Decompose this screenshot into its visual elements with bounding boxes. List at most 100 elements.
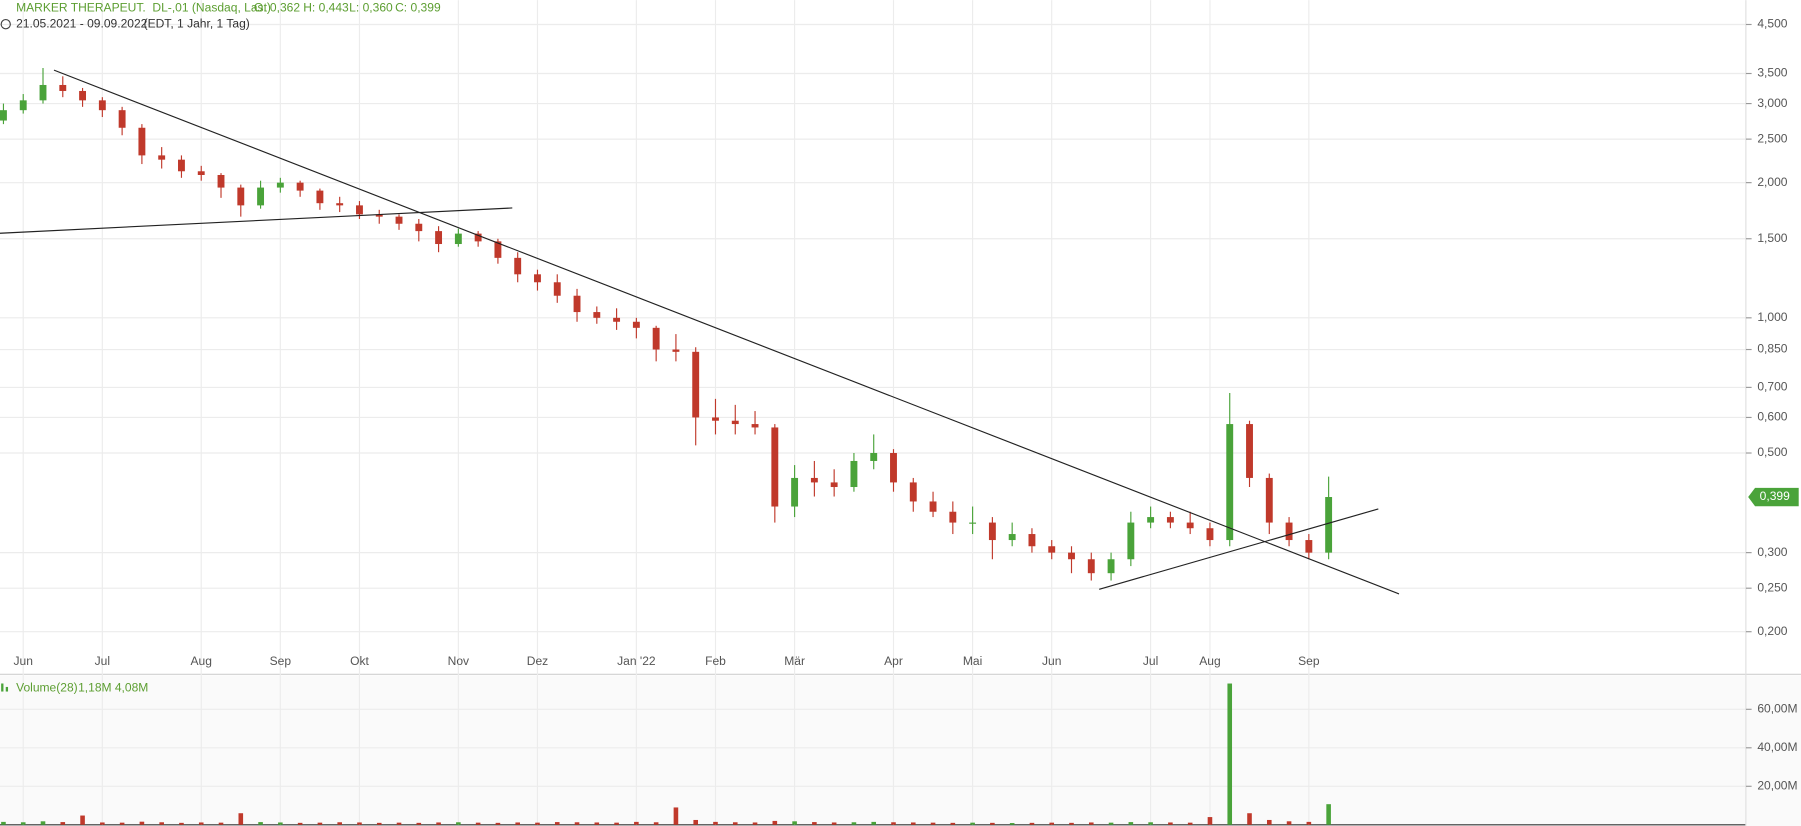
x-tick-label: Sep	[270, 654, 292, 668]
candle-body	[494, 241, 502, 258]
volume-bar	[317, 822, 323, 825]
volume-bar	[1326, 804, 1331, 825]
candle-body	[850, 460, 858, 488]
y-tick-label: 1,000	[1757, 310, 1787, 324]
candle-body	[534, 274, 541, 283]
volume-bar	[1306, 821, 1312, 825]
date-range: 21.05.2021 - 09.09.2022	[16, 16, 148, 30]
volume-bar	[60, 822, 66, 825]
x-tick-label: Jun	[14, 654, 33, 668]
volume-bar	[179, 822, 184, 825]
candle-body	[415, 223, 423, 232]
x-tick-label: Jun	[1042, 654, 1061, 668]
y-tick-label: 3,000	[1757, 96, 1787, 110]
last-price-tag	[1748, 487, 1799, 507]
volume-bar	[851, 822, 857, 825]
volume-bar	[1207, 817, 1213, 825]
candle-body	[1147, 517, 1155, 523]
candle-body	[237, 187, 245, 206]
volume-bar	[100, 822, 105, 825]
candle-body	[791, 477, 799, 507]
candle-body	[1186, 522, 1194, 529]
volume-bar	[475, 822, 481, 825]
candle-body	[296, 182, 304, 191]
volume-legend-value: 1,18M	[78, 680, 111, 694]
volume-bar	[119, 822, 125, 825]
ohlc-high: H: 0,443	[303, 0, 349, 14]
trend-line	[0, 207, 513, 234]
volume-bar	[594, 822, 600, 825]
y-tick-label: 40,00M	[1757, 740, 1797, 754]
volume-bar	[1088, 822, 1094, 825]
candle-body	[988, 522, 996, 541]
candle-body	[553, 282, 561, 296]
candle-body	[1008, 534, 1016, 541]
candle-body	[79, 90, 87, 101]
candle-body	[217, 174, 225, 188]
volume-bar	[812, 822, 817, 825]
volume-bar	[1247, 813, 1252, 825]
volume-bar	[1148, 822, 1153, 825]
volume-bar	[218, 822, 224, 825]
volume-bar	[871, 821, 877, 825]
candle-body	[0, 110, 7, 121]
candle-body	[1265, 477, 1273, 523]
candle-body	[118, 110, 126, 128]
volume-bar	[732, 822, 738, 825]
candle-body	[1107, 559, 1115, 574]
y-tick-label: 2,500	[1757, 131, 1787, 145]
volume-bar	[396, 822, 402, 825]
x-tick-label: Okt	[350, 654, 369, 668]
candle-body	[1087, 559, 1095, 574]
candle-body	[593, 312, 601, 318]
volume-bar	[772, 820, 778, 825]
volume-bar	[416, 822, 422, 825]
volume-bar	[891, 822, 896, 825]
x-tick-label: Aug	[1199, 654, 1220, 668]
y-tick-label: 3,500	[1757, 66, 1787, 80]
candle-body	[178, 159, 185, 172]
volume-bar	[614, 822, 619, 825]
candle-body	[632, 321, 640, 328]
volume-bar	[456, 822, 461, 825]
candle-body	[197, 171, 205, 175]
candle-body	[336, 203, 344, 206]
candle-body	[949, 511, 957, 523]
candle-body	[375, 214, 383, 217]
candle-body	[810, 477, 818, 483]
volume-bar	[535, 822, 540, 825]
volume-bar	[376, 822, 382, 825]
last-price-label: 0,399	[1760, 489, 1790, 503]
y-tick-label: 1,500	[1757, 231, 1787, 245]
candle-body	[1305, 540, 1313, 553]
trend-line	[1099, 508, 1379, 590]
chart-title: MARKER THERAPEUT. DL-,01 (Nasdaq, Last)	[16, 0, 271, 14]
y-tick-label: 0,850	[1757, 342, 1787, 356]
candle-body	[712, 417, 719, 421]
x-tick-label: Jul	[95, 654, 110, 668]
y-tick-label: 0,600	[1757, 410, 1787, 424]
y-tick-label: 0,300	[1757, 545, 1787, 559]
candle-body	[395, 216, 403, 224]
volume-icon	[1, 683, 4, 692]
volume-bar	[1029, 822, 1035, 825]
volume-bar	[693, 819, 699, 825]
volume-bar	[357, 822, 362, 825]
candle-body	[316, 190, 324, 204]
y-tick-label: 4,500	[1757, 17, 1787, 31]
volume-legend-value: 4,08M	[115, 680, 148, 694]
candle-body	[1246, 424, 1253, 478]
candle-body	[1166, 517, 1174, 523]
candle-body	[870, 453, 878, 461]
candle-body	[257, 187, 265, 206]
volume-bar	[1128, 822, 1134, 825]
volume-bar	[1286, 821, 1292, 825]
trend-line	[53, 69, 1400, 595]
ohlc-low: L: 0,360	[349, 0, 393, 14]
candle-body	[1206, 528, 1214, 541]
volume-bar	[139, 821, 145, 825]
candle-body	[830, 482, 838, 488]
candle-body	[751, 424, 759, 428]
candle-body	[1285, 522, 1293, 541]
